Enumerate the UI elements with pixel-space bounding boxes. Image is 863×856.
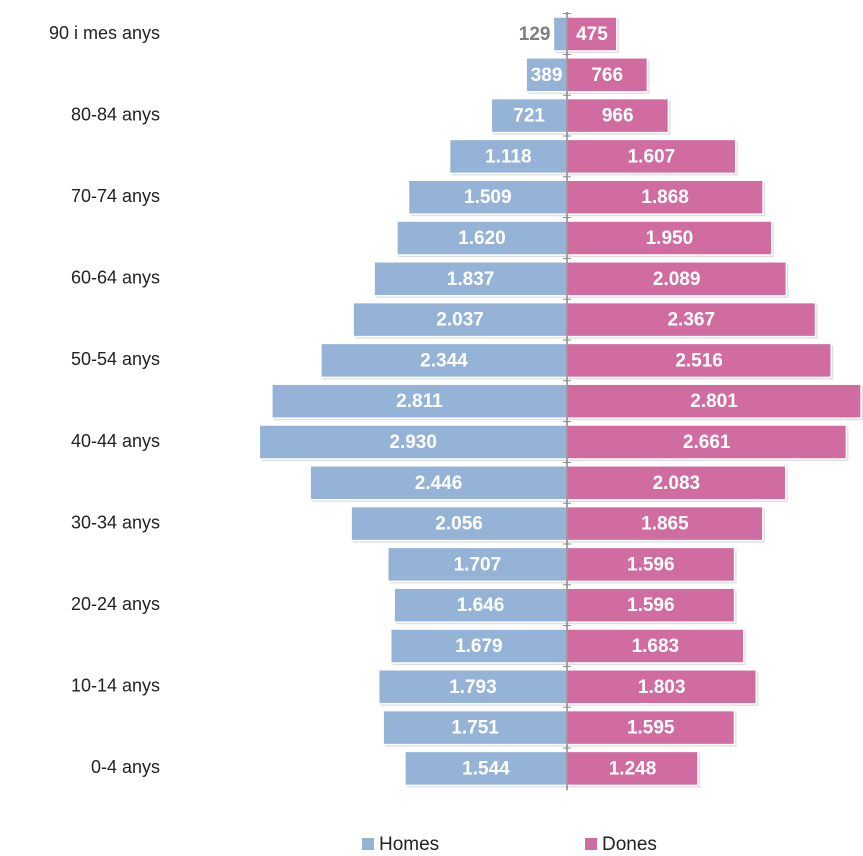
category-label: 50-54 anys (71, 349, 160, 369)
bar (352, 301, 568, 338)
legend-swatch (585, 838, 597, 850)
bar (258, 424, 568, 460)
value-label: 1.544 (462, 758, 510, 779)
bar (382, 709, 568, 746)
value-label: 721 (513, 106, 545, 127)
value-label: 1.679 (455, 636, 503, 657)
value-label: 1.596 (627, 554, 675, 575)
legend-label: Homes (379, 834, 439, 855)
bar (566, 138, 737, 175)
bar (377, 669, 568, 705)
bar (525, 57, 568, 93)
bar (566, 709, 736, 746)
value-label: 2.089 (653, 269, 701, 290)
value-label: 1.793 (449, 677, 497, 698)
bar (404, 750, 568, 787)
value-label: 389 (531, 65, 563, 86)
bar (566, 301, 817, 338)
category-label: 10-14 anys (71, 676, 160, 696)
value-label: 2.344 (420, 350, 468, 371)
bar (566, 179, 764, 215)
bar (566, 750, 699, 787)
category-label: 70-74 anys (71, 186, 160, 206)
value-label: 2.056 (435, 514, 483, 535)
value-label: 2.037 (436, 310, 484, 331)
bar (566, 628, 745, 664)
category-label: 80-84 anys (71, 104, 160, 124)
bar (396, 220, 568, 256)
bar (566, 383, 862, 419)
bar (566, 546, 736, 583)
bar (566, 669, 758, 705)
bar (566, 57, 649, 93)
category-label: 0-4 anys (91, 757, 160, 777)
bar (389, 628, 568, 664)
value-label: 966 (602, 106, 634, 127)
category-label: 90 i mes anys (49, 23, 160, 43)
bar (350, 505, 568, 542)
bar (566, 97, 670, 134)
value-label: 1.683 (632, 636, 680, 657)
value-label: 1.248 (609, 758, 657, 779)
category-label: 30-34 anys (71, 512, 160, 532)
value-label: 1.837 (447, 269, 495, 290)
value-label: 1.118 (485, 146, 532, 167)
value-label: 2.446 (415, 473, 463, 494)
value-label: 2.516 (675, 350, 723, 371)
value-label: 129 (519, 24, 551, 45)
value-label: 1.751 (451, 718, 499, 739)
legend-swatch (362, 838, 374, 850)
value-label: 1.646 (457, 595, 505, 616)
value-label: 2.083 (653, 473, 701, 494)
bar (566, 16, 618, 52)
bar (552, 16, 568, 52)
value-label: 1.595 (627, 718, 675, 739)
value-label: 1.707 (454, 554, 502, 575)
bar (393, 587, 568, 623)
value-label: 2.930 (389, 432, 437, 453)
bar (309, 465, 568, 501)
value-label: 1.803 (638, 677, 686, 698)
bar (320, 342, 568, 379)
value-label: 2.367 (667, 310, 715, 331)
category-label: 40-44 anys (71, 431, 160, 451)
value-label: 2.811 (396, 391, 443, 412)
value-label: 1.607 (628, 146, 676, 167)
bar (566, 342, 832, 379)
value-label: 475 (576, 24, 608, 45)
bar (566, 220, 773, 256)
value-label: 2.661 (683, 432, 731, 453)
value-label: 1.620 (458, 228, 506, 249)
value-label: 1.865 (641, 514, 689, 535)
bar (566, 505, 764, 542)
bar (566, 261, 788, 297)
bar (387, 546, 568, 583)
value-label: 766 (591, 65, 623, 86)
legend-label: Dones (602, 834, 657, 855)
bar (407, 179, 568, 215)
bar (271, 383, 568, 419)
value-label: 2.801 (690, 391, 738, 412)
value-label: 1.868 (641, 187, 689, 208)
value-label: 1.596 (627, 595, 675, 616)
category-label: 60-64 anys (71, 268, 160, 288)
value-label: 1.509 (464, 187, 512, 208)
category-label: 20-24 anys (71, 594, 160, 614)
value-label: 1.950 (646, 228, 694, 249)
